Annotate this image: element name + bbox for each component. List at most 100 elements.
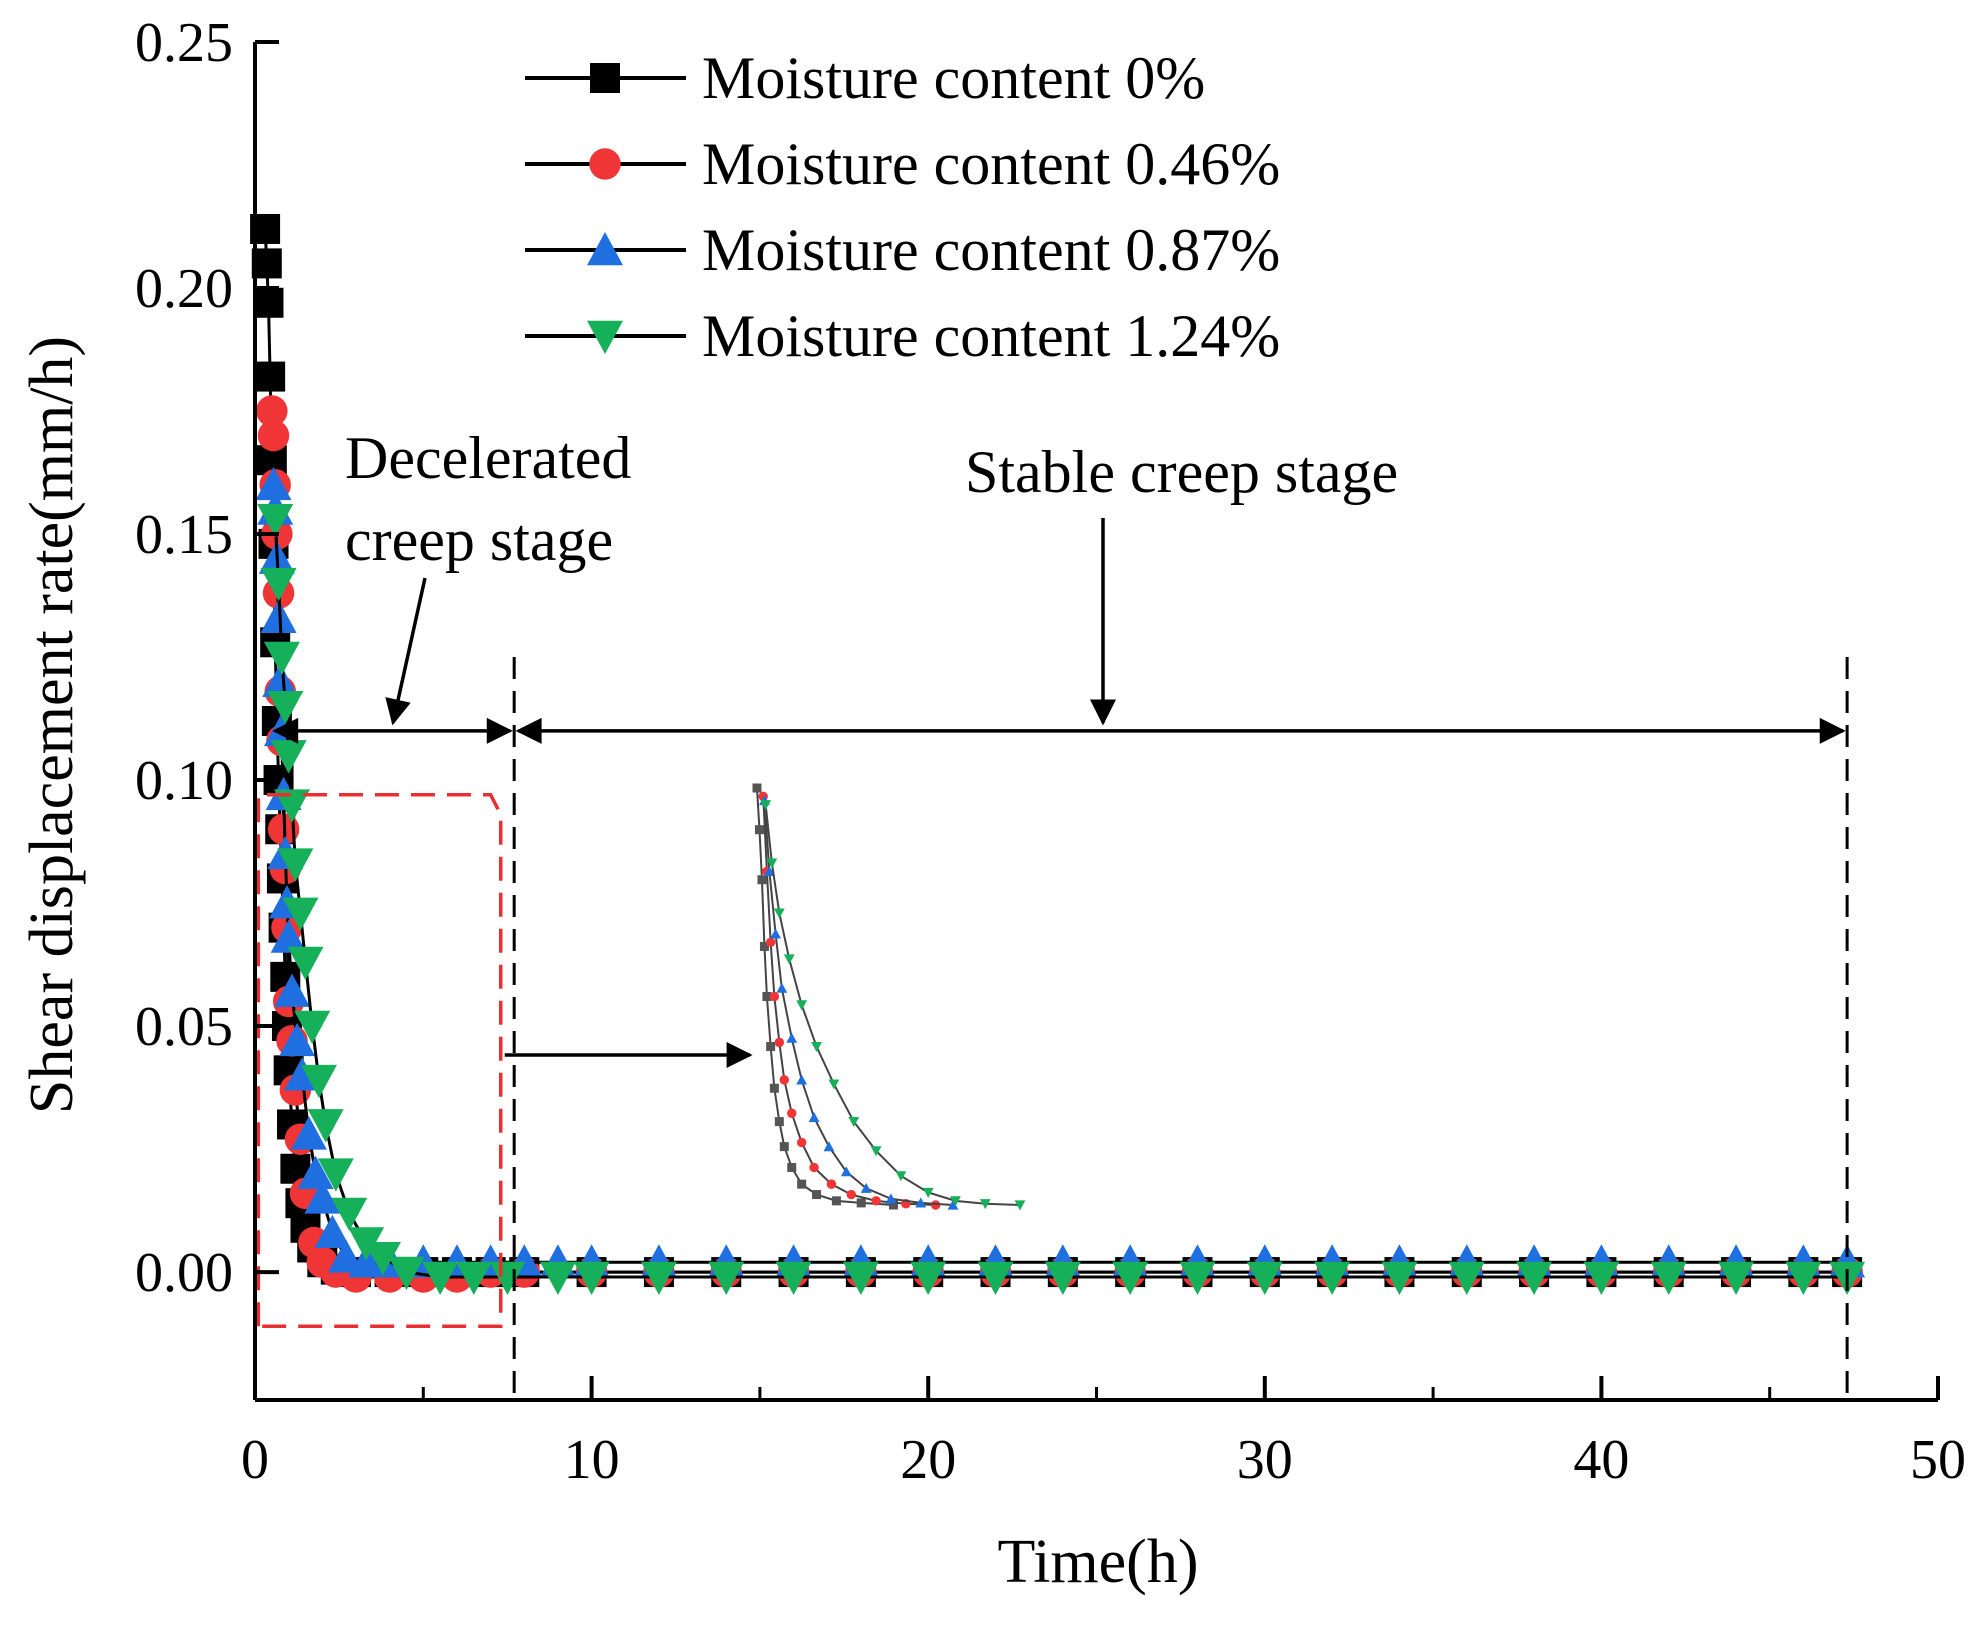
inset-point-2-2 <box>770 928 782 939</box>
data-point-3-6 <box>277 848 314 882</box>
inset-point-0-10 <box>797 1179 807 1189</box>
data-point-2-0 <box>255 466 292 501</box>
legend-label-0: Moisture content 0% <box>702 45 1205 111</box>
data-point-1-0 <box>256 395 288 427</box>
data-point-3-9 <box>294 1010 331 1045</box>
inset-point-3-6 <box>828 1079 840 1090</box>
data-point-3-36 <box>1583 1261 1620 1295</box>
series-0 <box>250 213 1863 1288</box>
inset-point-1-3 <box>769 991 780 1002</box>
data-point-3-32 <box>1314 1261 1351 1295</box>
data-point-3-2 <box>263 641 300 676</box>
data-point-3-8 <box>287 946 324 981</box>
axes: 0.00 0.05 0.10 0.15 0.20 0.25 0 10 20 30 40 50 <box>135 12 1966 1491</box>
x-tick-label-3: 30 <box>1237 1429 1293 1491</box>
data-point-2-17 <box>327 1239 364 1273</box>
legend-item-1: Moisture content 0.46% <box>525 131 1280 197</box>
y-tick-label-4: 0.20 <box>135 258 233 320</box>
data-point-3-37 <box>1650 1261 1687 1295</box>
data-point-3-7 <box>282 897 319 931</box>
inset-point-1-5 <box>779 1075 790 1085</box>
data-point-2-18 <box>348 1244 385 1278</box>
inset-point-2-3 <box>776 982 788 993</box>
data-point-3-19 <box>489 1261 526 1295</box>
series-line-2 <box>272 484 1848 1264</box>
inset-point-1-4 <box>774 1037 785 1048</box>
inset-point-1-13 <box>930 1200 941 1210</box>
annotation-decelerated-line2: creep stage <box>345 507 613 573</box>
inset-point-3-3 <box>783 954 795 965</box>
inset-point-0-3 <box>759 941 769 951</box>
inset-plot <box>752 783 1026 1211</box>
data-point-3-25 <box>842 1261 879 1295</box>
y-tick-label-1: 0.05 <box>135 996 233 1058</box>
inset-point-1-10 <box>846 1189 857 1200</box>
data-point-3-5 <box>274 789 311 823</box>
inset-point-0-14 <box>888 1200 898 1210</box>
data-point-3-3 <box>267 690 304 725</box>
inset-point-2-9 <box>860 1182 872 1193</box>
data-point-3-10 <box>300 1064 337 1099</box>
inset-point-1-11 <box>871 1196 881 1206</box>
x-tick-label-4: 40 <box>1573 1429 1629 1491</box>
x-tick-label-0: 0 <box>241 1429 269 1491</box>
data-point-2-4 <box>262 663 299 697</box>
inset-point-2-10 <box>885 1193 897 1204</box>
data-point-3-28 <box>1044 1261 1081 1295</box>
inset-point-0-6 <box>769 1083 779 1093</box>
inset-series-line-1 <box>762 796 936 1206</box>
legend-label-2: Moisture content 0.87% <box>702 217 1280 283</box>
inset-point-0-12 <box>831 1196 841 1206</box>
inset-point-3-8 <box>870 1146 882 1157</box>
data-point-3-35 <box>1516 1261 1553 1295</box>
data-point-3-15 <box>364 1242 401 1276</box>
legend-marker-0 <box>590 63 620 93</box>
plot-series <box>250 213 1866 1295</box>
inset-point-0-2 <box>757 875 767 885</box>
inset-point-3-13 <box>1014 1200 1026 1211</box>
y-tick-label-3: 0.15 <box>135 504 233 566</box>
x-tick-label-1: 10 <box>564 1429 620 1491</box>
data-point-3-0 <box>257 503 294 538</box>
legend-item-0: Moisture content 0% <box>525 45 1205 111</box>
data-point-3-39 <box>1785 1261 1822 1295</box>
legend-marker-2 <box>587 232 623 266</box>
zoom-box <box>256 793 503 1328</box>
data-point-0-3 <box>255 361 286 392</box>
legend-marker-3 <box>587 320 623 354</box>
y-tick-label-2: 0.10 <box>135 750 233 812</box>
x-tick-label-2: 20 <box>900 1429 956 1491</box>
annotation-stable: Stable creep stage <box>965 439 1398 505</box>
data-point-2-10 <box>274 973 311 1007</box>
inset-point-0-8 <box>779 1142 789 1152</box>
inset-point-2-7 <box>823 1141 835 1152</box>
inset-point-3-2 <box>773 908 785 919</box>
inset-point-0-0 <box>752 783 762 793</box>
inset-point-1-7 <box>796 1137 807 1148</box>
data-point-0-2 <box>253 287 284 318</box>
legend-label-3: Moisture content 1.24% <box>702 303 1280 369</box>
x-axis-title: Time(h) <box>998 1528 1199 1596</box>
series-2 <box>255 466 1866 1278</box>
decelerated-pointer-arrow <box>385 577 427 726</box>
annotation-shapes <box>256 518 1849 1400</box>
x-tick-label-5: 50 <box>1910 1429 1966 1491</box>
data-point-3-24 <box>775 1261 812 1295</box>
data-point-2-11 <box>279 1022 316 1057</box>
data-point-3-30 <box>1179 1261 1216 1295</box>
y-tick-label-5: 0.25 <box>135 12 233 74</box>
inset-point-3-4 <box>796 1000 808 1011</box>
legend-item-3: Moisture content 1.24% <box>525 303 1280 369</box>
data-point-3-38 <box>1718 1261 1755 1295</box>
inset-point-2-12 <box>947 1199 959 1210</box>
inset-point-0-7 <box>774 1117 784 1127</box>
inset-point-0-11 <box>812 1190 822 1200</box>
inset-point-3-7 <box>848 1117 860 1127</box>
inset-point-0-1 <box>754 825 764 835</box>
data-point-3-22 <box>640 1261 677 1295</box>
data-point-3-29 <box>1112 1261 1149 1295</box>
data-point-3-1 <box>260 567 297 602</box>
inset-series-line-2 <box>763 800 954 1206</box>
inset-point-2-5 <box>796 1074 808 1085</box>
annotation-decelerated-line1: Decelerated <box>345 425 631 491</box>
